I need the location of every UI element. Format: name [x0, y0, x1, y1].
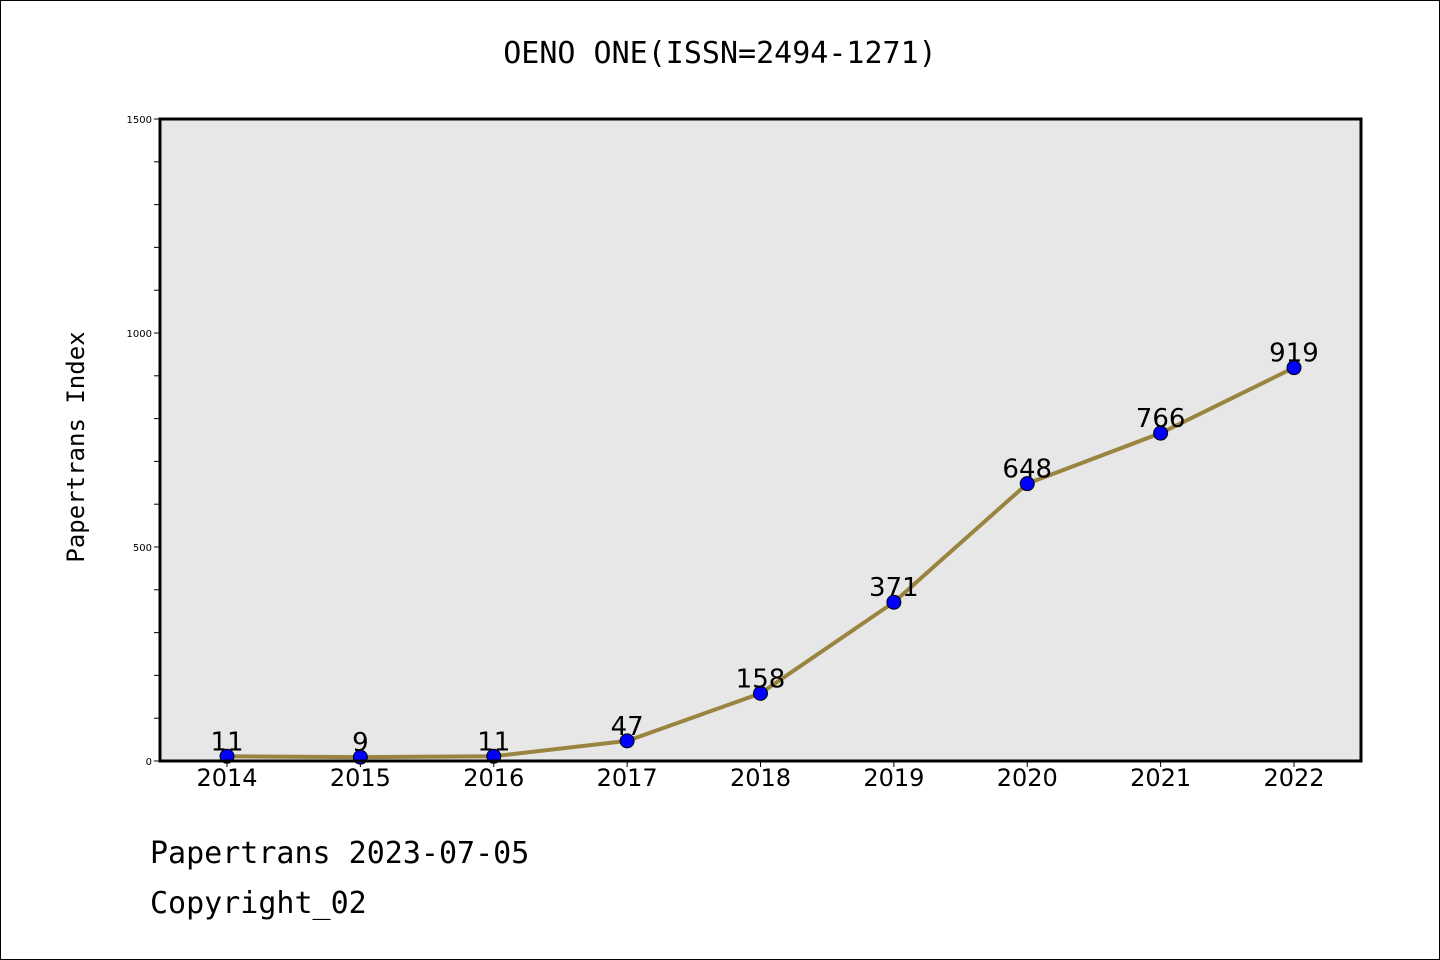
x-tick-label: 2016 [463, 764, 524, 792]
y-tick-label: 1500 [127, 115, 152, 126]
data-point-marker [1286, 360, 1302, 376]
data-label: 11 [210, 727, 243, 757]
data-label: 371 [869, 573, 919, 603]
data-label: 9 [352, 728, 369, 758]
x-tick-label: 2014 [196, 764, 257, 792]
footer-copyright: Copyright_02 [150, 886, 367, 921]
x-tick-label: 2022 [1263, 764, 1324, 792]
data-point-marker [753, 685, 768, 701]
y-tick-label: 1000 [127, 329, 152, 340]
data-point-marker [1019, 476, 1035, 492]
data-point-marker [1153, 425, 1169, 441]
x-tick-label: 2021 [1130, 764, 1191, 792]
data-label: 766 [1136, 404, 1186, 434]
data-label: 158 [736, 664, 786, 694]
data-point-marker [886, 594, 902, 610]
x-tick-label: 2020 [997, 764, 1058, 792]
data-label: 648 [1002, 455, 1052, 485]
x-tick-label: 2019 [863, 764, 924, 792]
data-labels: 11 9 11 47 158 371 648 766 919 [210, 339, 1318, 758]
plot-border [158, 117, 1363, 763]
chart-title: OENO ONE(ISSN=2494-1271) [503, 36, 937, 71]
y-tick-label: 500 [133, 543, 152, 554]
x-tick-label: 2017 [597, 764, 658, 792]
x-tick-label: 2018 [730, 764, 791, 792]
data-label: 919 [1269, 339, 1319, 369]
data-label: 11 [477, 727, 510, 757]
axis-ticks: 0 500 1000 1500 2014 2015 2016 2017 2018 2019 2020… [127, 115, 1325, 792]
x-tick-label: 2015 [330, 764, 391, 792]
y-tick-label: 0 [146, 757, 152, 768]
data-point-marker [619, 733, 635, 749]
data-label: 47 [611, 712, 644, 742]
footer-source: Papertrans 2023-07-05 [150, 836, 530, 871]
